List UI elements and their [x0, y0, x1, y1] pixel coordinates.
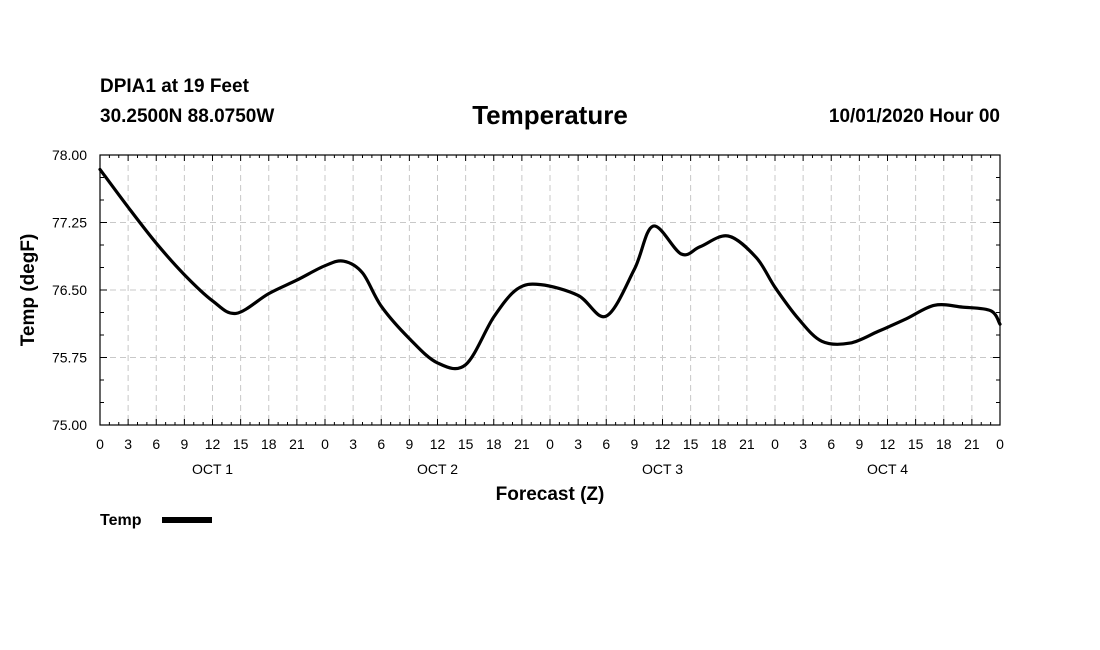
- x-tick-label: 6: [602, 436, 610, 452]
- data-point-temp: [961, 306, 964, 309]
- x-tick-label: 15: [908, 436, 924, 452]
- y-tick-label: 77.25: [52, 215, 87, 231]
- y-tick-label: 75.00: [52, 417, 87, 433]
- data-point-temp: [774, 286, 777, 289]
- x-tick-label: 15: [458, 436, 474, 452]
- x-tick-label: 6: [152, 436, 160, 452]
- data-point-temp: [680, 253, 683, 256]
- x-tick-label: 12: [430, 436, 446, 452]
- x-tick-label: 0: [96, 436, 104, 452]
- x-tick-label: 12: [880, 436, 896, 452]
- data-point-temp: [933, 304, 936, 307]
- x-tick-label: 0: [321, 436, 329, 452]
- x-tick-label: 0: [996, 436, 1004, 452]
- data-point-temp: [727, 235, 730, 238]
- data-point-temp: [127, 206, 130, 209]
- x-tick-label: 0: [771, 436, 779, 452]
- x-tick-label: 15: [233, 436, 249, 452]
- legend-label-temp: Temp: [100, 512, 142, 529]
- x-tick-label: 9: [180, 436, 188, 452]
- x-tick-label: 3: [124, 436, 132, 452]
- day-label: OCT 1: [192, 461, 233, 477]
- data-point-temp: [877, 330, 880, 333]
- data-point-temp: [324, 264, 327, 267]
- y-tick-label: 78.00: [52, 147, 87, 163]
- y-tick-label: 76.50: [52, 282, 87, 298]
- x-tick-label: 15: [683, 436, 699, 452]
- data-point-temp: [295, 279, 298, 282]
- data-point-temp: [699, 245, 702, 248]
- x-tick-label: 18: [711, 436, 727, 452]
- x-tick-label: 12: [655, 436, 671, 452]
- day-label: OCT 4: [867, 461, 908, 477]
- x-tick-label: 12: [205, 436, 221, 452]
- x-tick-label: 21: [514, 436, 530, 452]
- x-tick-label: 9: [855, 436, 863, 452]
- x-tick-label: 9: [630, 436, 638, 452]
- x-tick-label: 3: [349, 436, 357, 452]
- x-axis-label: Forecast (Z): [496, 484, 605, 505]
- x-tick-label: 6: [827, 436, 835, 452]
- data-point-temp: [755, 256, 758, 259]
- coordinates-label: 30.2500N 88.0750W: [100, 106, 275, 127]
- data-point-temp: [183, 273, 186, 276]
- data-point-temp: [211, 299, 214, 302]
- data-point-temp: [820, 340, 823, 343]
- label-layer: 0 3 6 9 12 15 18 21 0 3 6 9 12 15 18 21 0 3 6 9 12 15 18 21 0 3 6 9…: [52, 147, 1004, 477]
- data-point-temp: [342, 260, 345, 263]
- x-tick-label: 3: [574, 436, 582, 452]
- data-point-temp: [267, 292, 270, 295]
- data-point-temp: [849, 342, 852, 345]
- x-tick-label: 3: [799, 436, 807, 452]
- data-point-temp: [905, 317, 908, 320]
- data-point-temp: [361, 271, 364, 274]
- day-label: OCT 2: [417, 461, 458, 477]
- tick-layer: [99, 154, 1001, 426]
- data-point-temp: [577, 294, 580, 297]
- x-tick-label: 0: [546, 436, 554, 452]
- forecast-datetime: 10/01/2020 Hour 00: [828, 106, 1000, 127]
- x-tick-label: 21: [964, 436, 980, 452]
- data-point-temp: [464, 363, 467, 366]
- y-tick-label: 75.75: [52, 350, 87, 366]
- data-point-temp: [999, 323, 1002, 326]
- x-tick-label: 21: [739, 436, 755, 452]
- station-label: DPIA1 at 19 Feet: [100, 76, 249, 97]
- data-point-temp: [492, 316, 495, 319]
- grid-layer: [100, 155, 1000, 425]
- data-point-temp: [155, 242, 158, 245]
- x-tick-label: 21: [289, 436, 305, 452]
- day-label: OCT 3: [642, 461, 683, 477]
- x-tick-label: 18: [261, 436, 277, 452]
- data-point-temp: [652, 225, 655, 228]
- data-point-temp: [539, 283, 542, 286]
- data-point-temp: [436, 361, 439, 364]
- x-tick-label: 9: [405, 436, 413, 452]
- series-line-temp: [98, 167, 1002, 371]
- data-point-temp: [633, 268, 636, 271]
- x-tick-label: 6: [377, 436, 385, 452]
- data-point-temp: [989, 309, 992, 312]
- data-point-temp: [605, 315, 608, 318]
- data-point-temp: [234, 312, 237, 315]
- data-point-temp: [99, 168, 102, 171]
- data-point-temp: [380, 305, 383, 308]
- x-tick-label: 18: [936, 436, 952, 452]
- chart-title: Temperature: [472, 100, 628, 130]
- data-point-temp: [516, 288, 519, 291]
- data-point-temp: [408, 337, 411, 340]
- data-point-temp: [797, 317, 800, 320]
- x-tick-label: 18: [486, 436, 502, 452]
- y-axis-label: Temp (degF): [18, 234, 39, 347]
